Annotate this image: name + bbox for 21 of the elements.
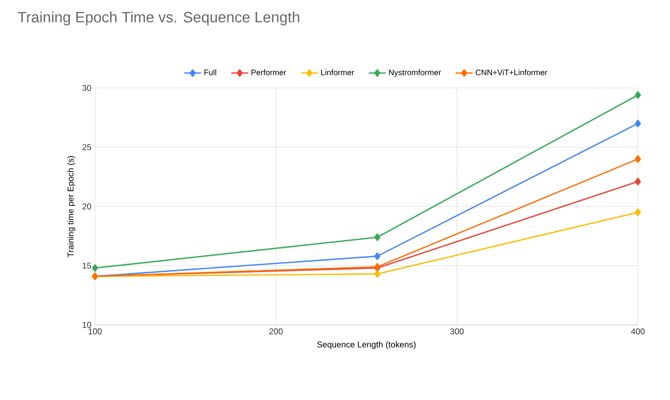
point xyxy=(92,264,98,272)
y-tick-label: 15 xyxy=(82,262,92,269)
y-tick-label: 20 xyxy=(82,203,92,210)
point xyxy=(634,91,641,99)
chart-title: Training Epoch Time vs. Sequence Length xyxy=(18,12,300,26)
x-tick-label: 100 xyxy=(88,328,102,334)
x-tick-label: 400 xyxy=(631,328,645,334)
point xyxy=(374,233,380,242)
point xyxy=(634,120,641,128)
x-tick-label: 200 xyxy=(269,328,283,334)
point xyxy=(634,178,641,186)
point xyxy=(634,208,641,216)
point xyxy=(634,155,641,163)
point xyxy=(374,270,380,278)
y-tick-label: 10 xyxy=(82,322,92,328)
y-tick-label: 25 xyxy=(82,144,92,150)
x-tick-label: 300 xyxy=(450,328,464,334)
x-axis-title: Sequence Length (tokens) xyxy=(317,341,416,350)
y-tick-label: 30 xyxy=(82,85,92,91)
point xyxy=(374,252,380,260)
y-axis-title: Training time per Epoch (s) xyxy=(67,156,76,258)
